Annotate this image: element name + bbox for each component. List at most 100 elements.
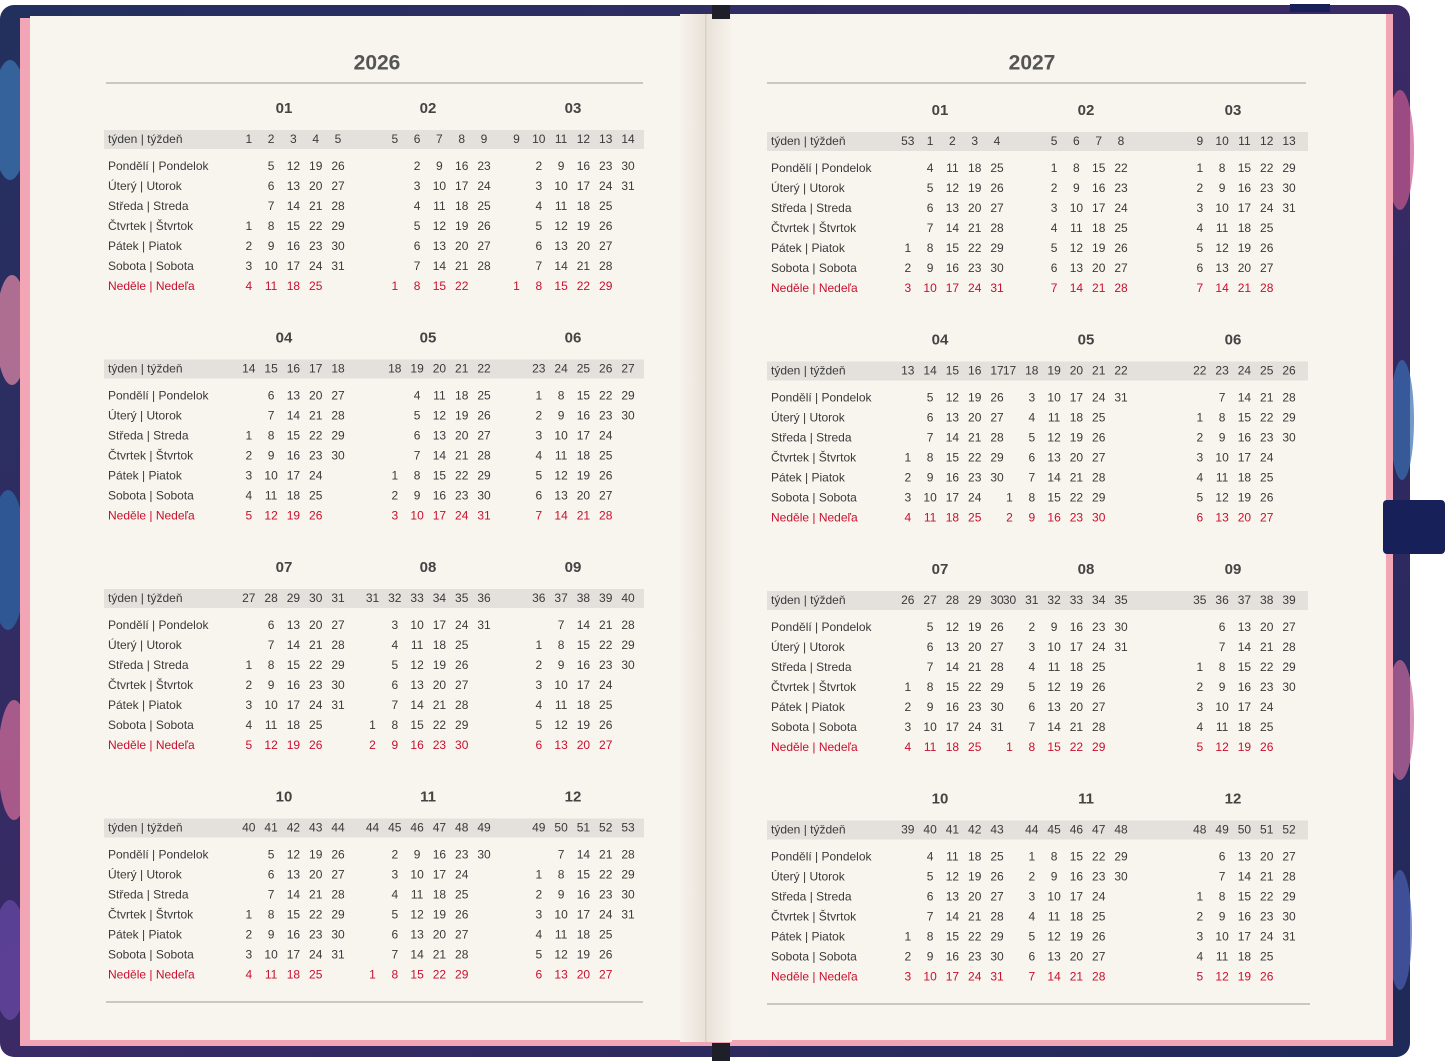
week-number: 49 [1215, 823, 1229, 837]
day-number: 19 [1070, 431, 1084, 445]
day-number: 10 [923, 720, 937, 734]
bookmark-bottom [712, 1043, 730, 1061]
week-number: 40 [923, 823, 937, 837]
day-name: Úterý | Utorok [108, 867, 183, 882]
day-number: 27 [990, 201, 1004, 215]
day-number: 13 [946, 640, 960, 654]
day-number: 18 [287, 718, 301, 732]
day-number: 21 [1070, 720, 1084, 734]
week-number: 14 [242, 362, 256, 376]
day-number: 5 [927, 620, 934, 634]
day-number: 13 [554, 489, 568, 503]
day-number: 15 [1238, 660, 1252, 674]
day-name: Pondělí | Pondelok [108, 389, 210, 403]
day-number: 24 [309, 259, 323, 273]
day-number: 16 [287, 678, 301, 692]
day-number: 14 [1047, 471, 1061, 485]
day-number: 18 [1238, 720, 1252, 734]
day-number: 3 [391, 509, 398, 523]
week-number: 20 [1070, 364, 1084, 378]
day-number: 10 [554, 179, 568, 193]
day-number: 11 [1048, 660, 1061, 674]
day-number: 23 [1260, 431, 1274, 445]
day-number: 11 [265, 968, 278, 982]
week-number: 28 [946, 593, 960, 607]
month-label: 09 [1225, 561, 1242, 578]
day-number: 4 [535, 449, 542, 463]
day-number: 3 [1196, 700, 1203, 714]
week-number: 31 [366, 591, 380, 605]
day-number: 29 [621, 868, 635, 882]
day-number: 20 [968, 640, 982, 654]
day-number: 1 [904, 930, 911, 944]
day-number: 26 [1260, 740, 1274, 754]
day-number: 27 [1092, 451, 1106, 465]
day-name: Sobota | Sobota [108, 489, 194, 503]
day-number: 24 [599, 678, 613, 692]
day-number: 10 [1215, 201, 1229, 215]
day-number: 18 [1070, 411, 1084, 425]
day-number: 5 [535, 948, 542, 962]
day-number: 28 [331, 409, 345, 423]
day-number: 16 [946, 471, 960, 485]
day-number: 13 [1215, 511, 1229, 525]
week-number: 1 [927, 134, 934, 148]
day-name: Úterý | Utorok [108, 408, 183, 423]
day-number: 23 [1260, 181, 1274, 195]
day-number: 8 [268, 908, 275, 922]
day-number: 28 [1114, 281, 1128, 295]
day-number: 15 [433, 469, 447, 483]
day-number: 19 [577, 219, 591, 233]
day-number: 25 [968, 511, 982, 525]
day-number: 7 [927, 660, 934, 674]
day-number: 12 [1047, 930, 1061, 944]
day-number: 9 [1219, 680, 1226, 694]
day-number: 28 [1092, 471, 1106, 485]
day-number: 9 [927, 261, 934, 275]
day-name: Čtvrtek | Štvrtok [771, 909, 857, 924]
day-number: 20 [1092, 261, 1106, 275]
week-number: 30 [1003, 593, 1017, 607]
day-number: 12 [554, 469, 568, 483]
bookmark-top [712, 5, 730, 19]
day-number: 10 [264, 469, 278, 483]
day-number: 4 [535, 698, 542, 712]
day-number: 6 [1219, 850, 1226, 864]
day-number: 6 [391, 928, 398, 942]
day-number: 2 [245, 678, 252, 692]
day-number: 10 [410, 868, 424, 882]
day-number: 17 [1238, 451, 1252, 465]
day-number: 9 [1051, 620, 1058, 634]
day-number: 12 [1215, 491, 1229, 505]
day-number: 20 [968, 890, 982, 904]
day-number: 9 [1219, 431, 1226, 445]
day-number: 5 [535, 219, 542, 233]
week-number: 44 [331, 821, 345, 835]
day-number: 10 [1215, 700, 1229, 714]
day-number: 31 [331, 259, 345, 273]
week-number: 35 [1114, 593, 1128, 607]
week-band [767, 591, 1308, 610]
day-number: 22 [599, 638, 613, 652]
week-number: 51 [577, 821, 591, 835]
day-number: 5 [1196, 241, 1203, 255]
day-number: 19 [287, 509, 301, 523]
week-number: 9 [513, 132, 520, 146]
day-name: Sobota | Sobota [108, 259, 194, 273]
day-number: 23 [599, 658, 613, 672]
day-number: 3 [245, 948, 252, 962]
day-number: 24 [1092, 640, 1106, 654]
day-number: 25 [599, 449, 613, 463]
month-label: 09 [565, 559, 582, 576]
day-number: 18 [1070, 660, 1084, 674]
day-number: 14 [1047, 720, 1061, 734]
week-number: 15 [946, 364, 960, 378]
day-number: 11 [433, 389, 446, 403]
day-number: 30 [621, 409, 635, 423]
day-number: 19 [968, 870, 982, 884]
week-number: 52 [1282, 823, 1296, 837]
day-number: 26 [477, 409, 491, 423]
day-number: 18 [1070, 910, 1084, 924]
month-label: 04 [932, 331, 949, 348]
day-number: 28 [331, 888, 345, 902]
